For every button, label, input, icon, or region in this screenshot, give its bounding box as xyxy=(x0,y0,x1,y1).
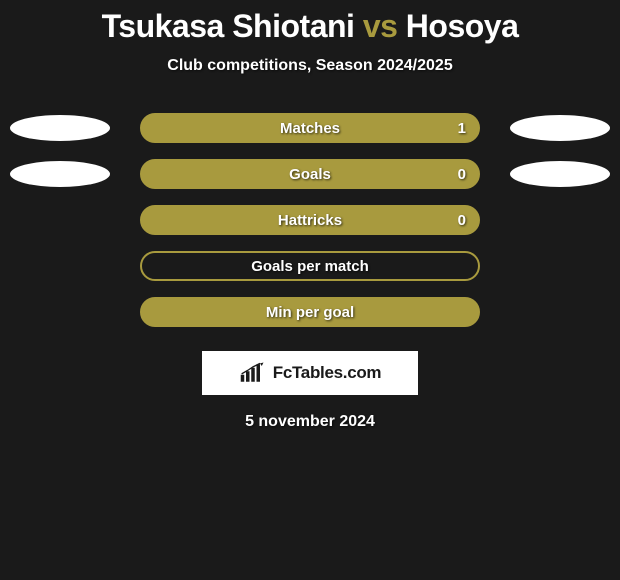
stat-rows: Matches 1 Goals 0 Hattricks 0 Goals per match M… xyxy=(0,113,620,327)
comparison-title: Tsukasa Shiotani vs Hosoya xyxy=(0,0,620,45)
stat-value: 0 xyxy=(458,212,466,229)
stat-label: Matches xyxy=(280,120,340,137)
stat-row: Hattricks 0 xyxy=(0,205,620,235)
logo-box: FcTables.com xyxy=(202,351,418,395)
stat-value: 1 xyxy=(458,120,466,137)
stat-label: Min per goal xyxy=(266,304,354,321)
player2-name: Hosoya xyxy=(406,8,519,44)
player1-name: Tsukasa Shiotani xyxy=(102,8,355,44)
logo-icon xyxy=(239,362,267,384)
stat-label: Goals xyxy=(289,166,331,183)
stat-row: Min per goal xyxy=(0,297,620,327)
stat-bar: Goals per match xyxy=(140,251,480,281)
right-value-ellipse xyxy=(510,115,610,141)
stat-label: Hattricks xyxy=(278,212,342,229)
stat-bar: Matches 1 xyxy=(140,113,480,143)
left-value-ellipse xyxy=(10,115,110,141)
stat-bar: Hattricks 0 xyxy=(140,205,480,235)
stat-bar: Min per goal xyxy=(140,297,480,327)
date-label: 5 november 2024 xyxy=(0,413,620,431)
left-value-ellipse xyxy=(10,161,110,187)
stat-bar: Goals 0 xyxy=(140,159,480,189)
subtitle: Club competitions, Season 2024/2025 xyxy=(0,57,620,75)
vs-separator: vs xyxy=(363,8,398,44)
logo-text: FcTables.com xyxy=(273,363,382,383)
stat-row: Matches 1 xyxy=(0,113,620,143)
right-value-ellipse xyxy=(510,161,610,187)
stat-value: 0 xyxy=(458,166,466,183)
stat-row: Goals per match xyxy=(0,251,620,281)
stat-row: Goals 0 xyxy=(0,159,620,189)
stat-label: Goals per match xyxy=(251,258,369,275)
